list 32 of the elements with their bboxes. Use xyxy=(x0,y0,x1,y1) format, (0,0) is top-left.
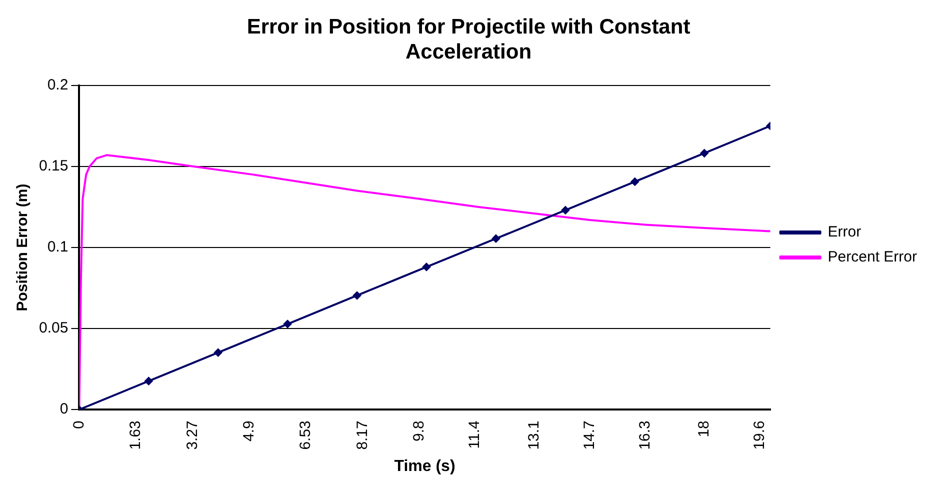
y-tick-label: 0.05 xyxy=(38,320,68,337)
x-tick-label: 16.3 xyxy=(636,420,654,450)
y-tick-label: 0.2 xyxy=(47,76,68,94)
x-tick-label: 0 xyxy=(70,420,88,429)
point xyxy=(492,234,500,243)
point xyxy=(144,377,153,386)
x-tick-label: 19.6 xyxy=(751,420,768,450)
y-tick-label: 0.15 xyxy=(38,158,68,175)
x-tick-label: 1.63 xyxy=(126,420,144,450)
point xyxy=(284,320,292,328)
x-axis-title: Time (s) xyxy=(394,458,456,475)
legend-label: Error xyxy=(828,224,862,241)
x-tick-label: 8.17 xyxy=(354,420,372,450)
x-tick-label: 18 xyxy=(695,420,712,438)
y-tick-label: 0.1 xyxy=(47,238,68,256)
point xyxy=(630,178,639,186)
y-tick-label: 0 xyxy=(60,400,68,418)
x-tick-label: 4.9 xyxy=(240,420,258,442)
y-axis-title: Position Error (m) xyxy=(14,184,32,312)
legend-label: Percent Error xyxy=(828,248,918,266)
x-tick-label: 3.27 xyxy=(184,420,201,450)
point xyxy=(700,149,708,158)
point xyxy=(422,262,430,271)
x-tick-label: 6.53 xyxy=(297,420,314,450)
x-tick-label: 11.4 xyxy=(466,420,484,449)
point xyxy=(353,291,362,300)
x-tick-label: 13.1 xyxy=(525,420,542,450)
x-tick-label: 14.7 xyxy=(580,420,598,450)
point xyxy=(561,206,570,214)
chart-title: Error in Position for Projectile with Constant Acceleration xyxy=(246,15,690,64)
x-tick-label: 9.8 xyxy=(410,420,428,442)
point xyxy=(214,348,222,357)
